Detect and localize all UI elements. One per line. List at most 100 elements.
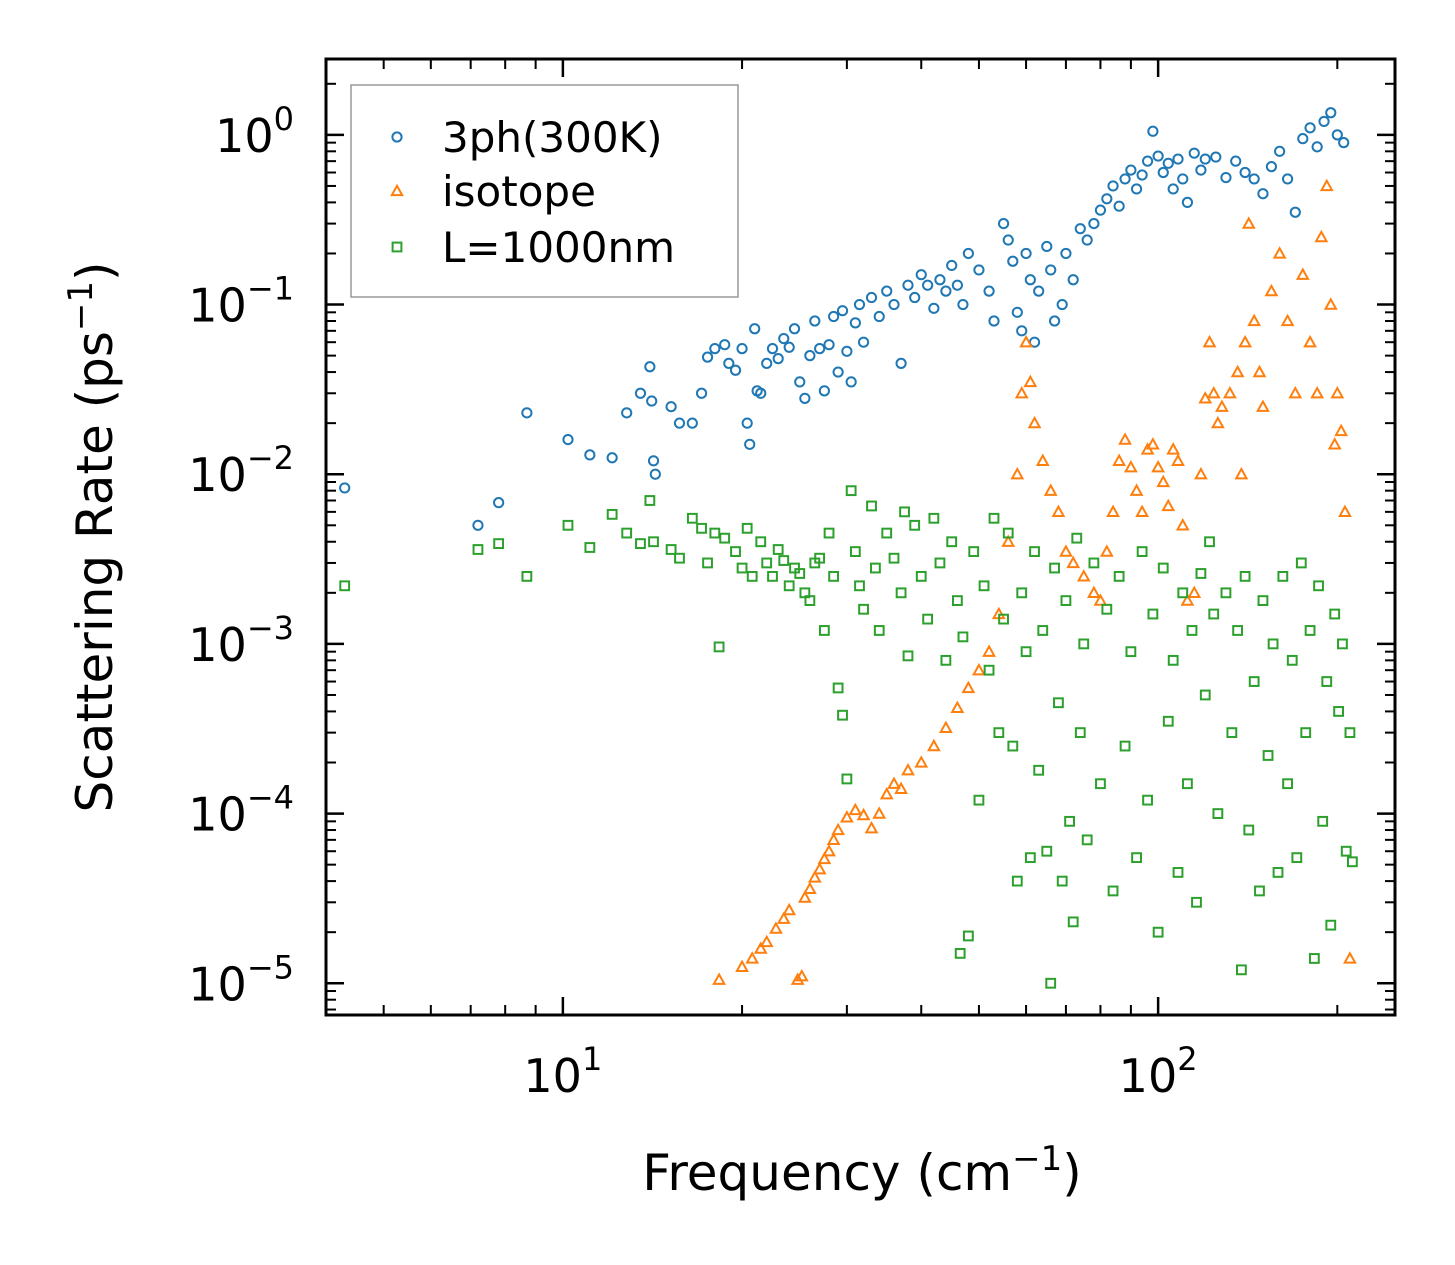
data-point xyxy=(745,951,760,964)
data-point xyxy=(778,332,790,345)
data-point xyxy=(1325,919,1337,931)
data-point xyxy=(879,786,894,800)
data-point xyxy=(1247,313,1262,327)
data-point xyxy=(696,522,707,534)
data-point xyxy=(794,376,806,388)
data-point xyxy=(783,580,795,592)
data-point xyxy=(1045,264,1057,276)
data-point xyxy=(1327,437,1342,450)
data-point xyxy=(1208,608,1220,620)
data-point xyxy=(665,544,677,555)
data-point xyxy=(1167,654,1179,666)
data-point xyxy=(972,662,986,676)
data-point xyxy=(702,557,713,569)
data-point xyxy=(1113,200,1125,212)
data-point xyxy=(1074,223,1086,235)
data-point xyxy=(881,527,893,539)
data-point xyxy=(1235,964,1247,976)
data-point xyxy=(946,259,958,272)
y-tick-label: 10−1 xyxy=(188,270,294,333)
data-point xyxy=(1081,834,1093,846)
data-markers xyxy=(339,107,1358,989)
plot-frame xyxy=(324,57,1397,1017)
data-point xyxy=(635,538,646,550)
data-point xyxy=(1041,845,1053,857)
data-point xyxy=(1272,246,1287,259)
data-point xyxy=(736,343,748,355)
data-point xyxy=(1101,603,1113,615)
data-point xyxy=(887,776,901,789)
data-point xyxy=(1142,794,1153,806)
data-point xyxy=(1167,183,1179,195)
data-point xyxy=(1234,466,1249,480)
x-tick-label-exponent: 1 xyxy=(582,1040,602,1078)
data-point xyxy=(1162,157,1174,169)
data-point xyxy=(1319,178,1334,192)
data-point xyxy=(741,522,753,534)
data-point xyxy=(872,806,887,819)
data-point xyxy=(804,350,816,362)
y-axis-label-name: Scattering Rate xyxy=(66,424,124,812)
data-point xyxy=(951,279,963,291)
y-tick-label-base: 10 xyxy=(188,279,247,333)
data-point xyxy=(562,519,574,531)
data-point xyxy=(1191,896,1202,908)
data-point xyxy=(1248,173,1260,185)
data-point xyxy=(1113,570,1125,582)
data-point xyxy=(1002,234,1014,246)
data-point xyxy=(901,763,915,776)
data-point xyxy=(1112,453,1127,466)
data-point xyxy=(788,323,801,335)
data-point xyxy=(982,644,996,657)
data-point xyxy=(1226,727,1238,739)
data-point xyxy=(1257,188,1269,200)
y-axis-label: Scattering Rate (ps−1) xyxy=(61,261,124,812)
data-point xyxy=(1135,504,1150,518)
data-point xyxy=(841,345,853,357)
data-point xyxy=(1014,386,1029,399)
data-point xyxy=(1177,173,1189,185)
data-point xyxy=(1129,483,1144,496)
data-point xyxy=(1346,856,1358,868)
data-point xyxy=(339,482,351,494)
data-point xyxy=(1303,334,1317,348)
data-point xyxy=(744,438,756,450)
data-point xyxy=(1033,764,1045,776)
data-point xyxy=(701,351,714,363)
data-point xyxy=(873,625,885,636)
data-point xyxy=(794,968,809,982)
data-point xyxy=(1076,569,1091,582)
data-point xyxy=(807,870,822,883)
data-point xyxy=(1035,453,1050,466)
data-point xyxy=(1238,334,1253,348)
data-point xyxy=(472,519,484,531)
data-point xyxy=(845,376,857,388)
data-point xyxy=(848,802,863,816)
data-point xyxy=(1206,386,1221,399)
data-point xyxy=(1177,587,1189,599)
data-point xyxy=(713,641,725,653)
data-point xyxy=(928,302,940,314)
data-point xyxy=(1156,474,1171,488)
data-point xyxy=(988,512,1000,524)
data-point xyxy=(606,452,618,464)
data-point xyxy=(665,401,677,413)
data-point xyxy=(909,519,921,531)
data-point xyxy=(1086,585,1101,598)
legend-marker xyxy=(391,131,403,143)
data-point xyxy=(1265,161,1278,173)
data-point xyxy=(686,417,698,429)
data-point xyxy=(1048,315,1061,327)
data-point xyxy=(1041,240,1053,253)
data-point xyxy=(1289,206,1301,218)
data-point xyxy=(1157,166,1169,179)
data-point xyxy=(895,587,907,599)
data-point xyxy=(934,274,946,286)
data-point xyxy=(1195,164,1207,176)
data-point xyxy=(1146,437,1160,450)
data-point xyxy=(856,807,871,821)
data-point xyxy=(1243,824,1255,836)
data-point xyxy=(1311,141,1323,153)
